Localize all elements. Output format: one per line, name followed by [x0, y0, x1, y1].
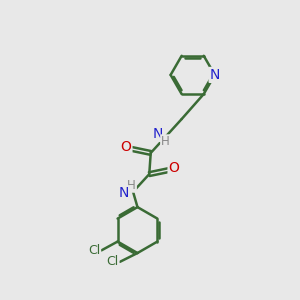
Text: Cl: Cl — [106, 255, 118, 268]
Text: Cl: Cl — [88, 244, 100, 257]
Text: O: O — [121, 140, 131, 154]
Text: N: N — [210, 68, 220, 82]
Text: H: H — [161, 135, 170, 148]
Text: H: H — [127, 179, 136, 192]
Text: O: O — [169, 161, 179, 175]
Text: N: N — [118, 186, 129, 200]
Text: N: N — [152, 127, 163, 141]
